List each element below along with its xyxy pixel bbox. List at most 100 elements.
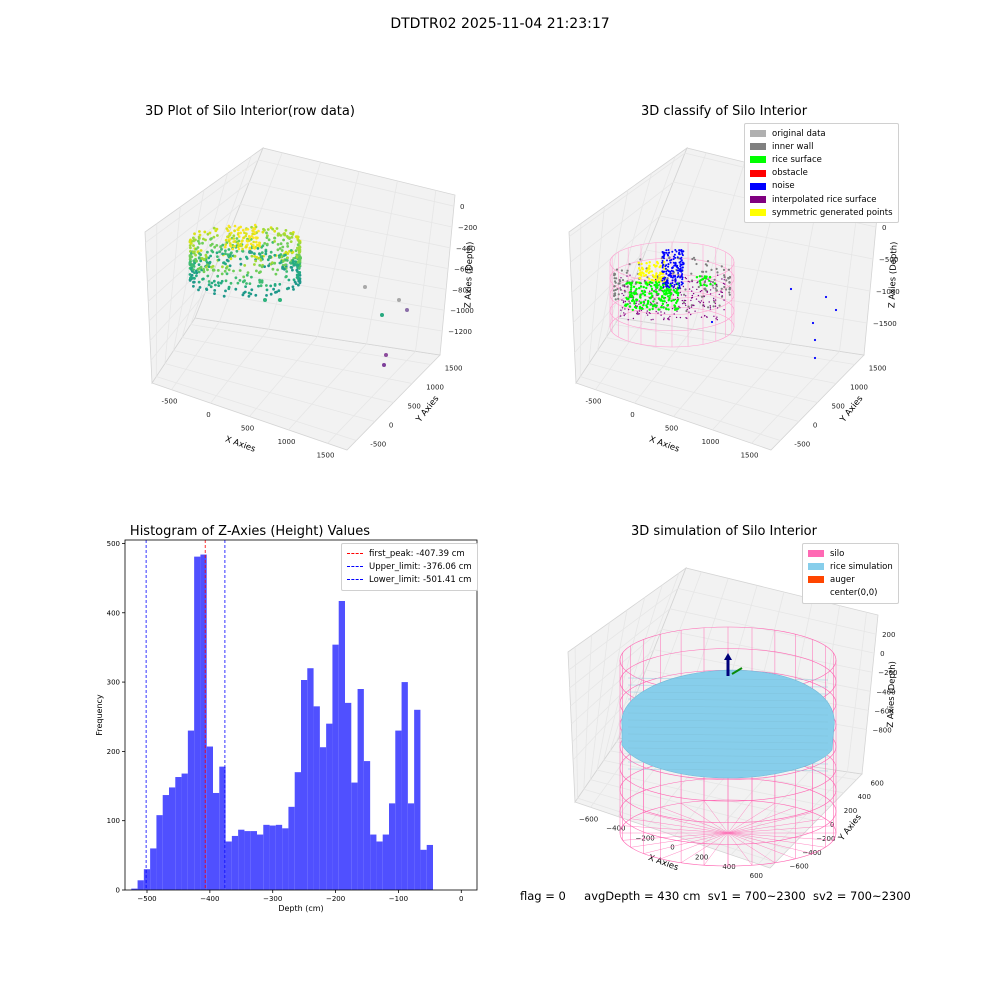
inner-wall-point (617, 282, 620, 285)
interpolated-point (620, 309, 622, 311)
raw-data-point (199, 249, 203, 252)
inner-wall-point (700, 295, 704, 298)
raw-data-point (278, 282, 282, 286)
raw-data-point (247, 235, 251, 238)
legend-swatch (808, 590, 824, 597)
rice-surface-point (667, 308, 670, 311)
y-tick-label: 400 (107, 609, 120, 617)
raw-data-point (225, 227, 229, 230)
y-tick-label: 1000 (426, 384, 444, 392)
interpolated-point (690, 299, 692, 302)
y-tick-label: 500 (832, 403, 845, 411)
raw-data-point (198, 242, 201, 245)
silo-wire-spoke (660, 832, 729, 859)
symmetric-point (652, 276, 656, 279)
raw-data-point (192, 244, 195, 248)
interpolated-point (700, 316, 703, 318)
raw-data-point (286, 256, 289, 260)
interpolated-point (671, 307, 674, 310)
noise-point (680, 249, 683, 252)
raw-data-point (285, 275, 288, 278)
rice-surface-point (666, 295, 670, 298)
y-tick-label: 0 (389, 422, 393, 430)
raw-data-point (207, 256, 211, 260)
raw-outlier-point (268, 255, 272, 259)
legend-item-rice-simulation: rice simulation (808, 560, 893, 573)
raw-data-point (233, 240, 237, 243)
interpolated-point (624, 286, 626, 288)
histogram-bar (395, 730, 402, 890)
y-gridline (583, 635, 592, 790)
interpolated-point (673, 279, 675, 281)
noise-point (669, 272, 672, 275)
legend-label: first_peak: -407.39 cm (369, 548, 465, 559)
raw-data-point (276, 232, 280, 236)
noise-point (680, 275, 683, 278)
raw-data-point (237, 247, 241, 251)
inner-wall-point (728, 276, 731, 279)
silo-wire-spoke (703, 832, 729, 866)
inner-wall-point (691, 279, 694, 282)
raw-data-point (232, 269, 235, 273)
raw-data-point (254, 259, 258, 263)
noise-point (676, 256, 679, 259)
rice-surface-point (642, 304, 645, 307)
raw-data-point (253, 227, 257, 231)
raw-data-point (297, 253, 301, 257)
raw-data-point (298, 241, 301, 245)
noise-point (674, 262, 677, 265)
x-tick-label: −200 (636, 834, 655, 842)
legend-line (347, 553, 363, 555)
interpolated-point (663, 317, 665, 319)
raw-data-point (227, 268, 231, 272)
raw-data-point (257, 229, 260, 233)
symmetric-point (655, 272, 658, 275)
raw-data-point (277, 289, 281, 293)
z-axis-label: Z Axies (Depth) (886, 661, 898, 728)
raw-data-point (237, 235, 241, 238)
inner-wall-point (687, 305, 690, 308)
rice-surface-point (657, 297, 661, 300)
interpolated-point (636, 305, 638, 307)
interpolated-point (679, 307, 681, 309)
raw-data-point (246, 271, 250, 274)
inner-wall-point (711, 284, 714, 287)
rice-surface-point (648, 308, 651, 311)
y-gridline (590, 779, 803, 836)
interpolated-point (716, 283, 718, 286)
rice-mesh-line (627, 768, 829, 772)
raw-data-point (227, 224, 231, 228)
y-tick-label: 1500 (445, 365, 463, 373)
interpolated-point (626, 275, 628, 277)
inner-wall-point (613, 274, 616, 277)
raw-data-panel: 3D Plot of Silo Interior(row data) -500 0… (0, 0, 500, 500)
y-tick-label: -500 (794, 441, 810, 449)
noise-point (662, 282, 665, 285)
raw-data-point (197, 270, 201, 274)
y-gridline (590, 622, 610, 780)
raw-data-point (198, 252, 201, 255)
y-gridline (609, 584, 663, 751)
rice-surface-point (663, 289, 667, 292)
interpolated-point (663, 312, 666, 314)
histogram-bar (382, 834, 389, 890)
rice-surface-point (625, 282, 628, 285)
noise-point (680, 283, 683, 286)
legend-item-rice-surface: rice surface (750, 153, 893, 166)
rice-mesh-line (627, 719, 829, 723)
raw-data-point (271, 261, 274, 265)
raw-data-point (212, 268, 216, 272)
interpolated-point (660, 314, 662, 316)
raw-data-point (298, 250, 301, 254)
noise-point (664, 283, 667, 286)
inner-wall-point (613, 280, 617, 283)
y-tick-label: 500 (408, 403, 421, 411)
raw-data-point (267, 238, 271, 242)
noise-point (671, 276, 674, 279)
raw-data-point (197, 280, 201, 284)
raw-data-point (229, 257, 233, 261)
raw-data-point (296, 246, 299, 250)
symmetric-point (657, 278, 660, 281)
interpolated-point (712, 287, 714, 289)
rice-surface-point (665, 307, 668, 311)
